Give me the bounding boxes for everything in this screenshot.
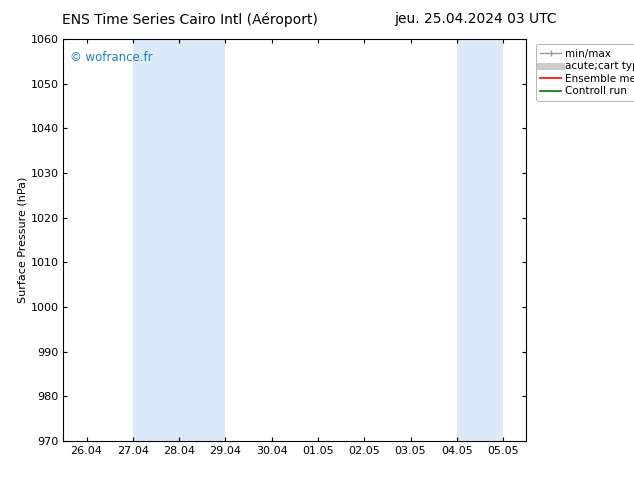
Text: jeu. 25.04.2024 03 UTC: jeu. 25.04.2024 03 UTC xyxy=(394,12,557,26)
Y-axis label: Surface Pressure (hPa): Surface Pressure (hPa) xyxy=(18,177,28,303)
Text: © wofrance.fr: © wofrance.fr xyxy=(70,51,153,64)
Bar xyxy=(457,39,480,441)
Bar xyxy=(179,39,226,441)
Bar xyxy=(133,39,179,441)
Legend: min/max, acute;cart type, Ensemble mean run, Controll run: min/max, acute;cart type, Ensemble mean … xyxy=(536,45,634,100)
Bar xyxy=(480,39,503,441)
Text: ENS Time Series Cairo Intl (Aéroport): ENS Time Series Cairo Intl (Aéroport) xyxy=(62,12,318,27)
